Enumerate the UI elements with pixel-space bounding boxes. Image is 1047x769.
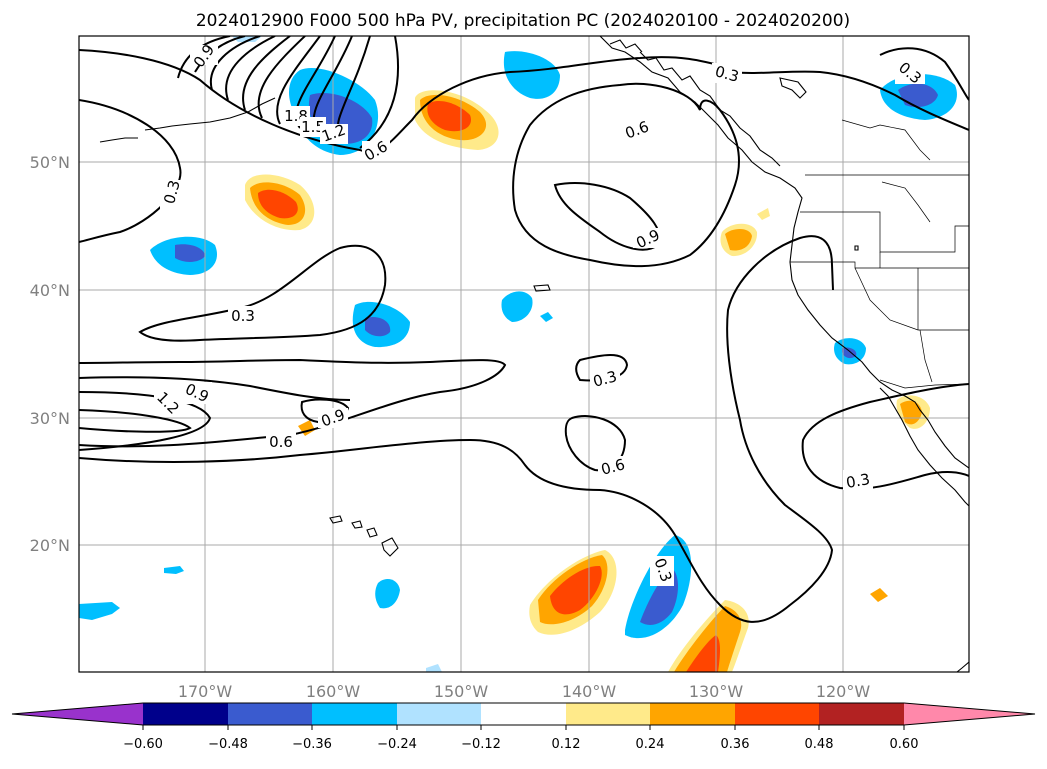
colorbar-tick-label: 0.12 [552,737,581,752]
contour-label-0.3-far-ne: 0.3 [895,58,925,88]
contour-label-0.3-w: 0.3 [160,178,184,210]
figure-title: 2024012900 F000 500 hPa PV, precipitatio… [196,11,850,31]
colorbar-tick-label: 0.48 [805,737,834,752]
colorbar-extend-low [12,703,143,725]
lon-label: 150°W [434,682,489,701]
svg-text:0.3: 0.3 [591,367,619,391]
colorbar-segment [143,703,228,725]
colorbar-ticks [142,725,905,730]
colorbar-tick-label: −0.48 [208,737,248,752]
colorbar: −0.60 −0.48 −0.36 −0.24 −0.12 0.12 0.24 … [11,702,1036,752]
colorbar-segment [650,703,735,725]
colorbar-tick-label: −0.36 [292,737,332,752]
contour-label-0.6-mid: 0.6 [598,455,628,479]
political-borders [790,119,969,389]
colorbar-tick-label: −0.12 [461,737,501,752]
lon-label: 170°W [178,682,233,701]
latitude-labels: 50°N 40°N 30°N 20°N [30,153,70,555]
longitude-labels: 170°W 160°W 150°W 140°W 130°W 120°W [178,682,871,701]
contour-label-0.6-sw: 0.6 [266,432,296,452]
contour-label-1.2-n: 1.2 [319,121,348,146]
lat-label: 20°N [30,536,70,555]
contour-label-0.9-w: 0.9 [182,380,212,406]
svg-text:1.5: 1.5 [301,118,325,136]
colorbar-segment [819,703,904,725]
contour-label-0.9-ne: 0.9 [633,226,663,252]
map-frame [78,35,970,673]
colorbar-segment [566,703,650,725]
lon-label: 130°W [689,682,744,701]
contour-label-0.3-e: 0.3 [843,470,873,492]
svg-text:0.3: 0.3 [160,178,184,206]
colorbar-tick-label: −0.60 [123,737,163,752]
contour-label-0.9-sw: 0.9 [318,405,348,431]
contour-label-1.5: 1.5 [300,117,326,137]
contour-label-0.6-ne: 0.6 [622,117,652,143]
map-panel: 0.9 1.8 1.5 1.2 0.6 0.3 0.3 0.6 0.9 0.3 … [78,35,970,673]
svg-text:0.3: 0.3 [231,307,255,325]
lon-label: 140°W [562,682,617,701]
colorbar-segment [735,703,819,725]
contour-label-0.3-s: 0.3 [650,556,676,586]
precip-anomaly-fill [79,36,957,672]
colorbar-tick-label: 0.36 [721,737,750,752]
svg-text:0.6: 0.6 [599,455,627,479]
colorbar-segment [312,703,397,725]
lat-label: 40°N [30,281,70,300]
colorbar-tick-label: 0.60 [890,737,919,752]
svg-text:0.3: 0.3 [713,62,741,86]
svg-text:0.6: 0.6 [269,433,293,451]
colorbar-segment [397,703,481,725]
contour-label-0.3-central: 0.3 [228,306,258,326]
colorbar-segment [481,703,566,725]
contour-label-0.6-n: 0.6 [361,137,391,165]
colorbar-segment [228,703,312,725]
contour-label-1.2-w: 1.2 [153,388,184,418]
lat-label: 30°N [30,409,70,428]
lat-label: 50°N [30,153,70,172]
colorbar-tick-label: −0.24 [377,737,417,752]
lon-label: 160°W [306,682,361,701]
lon-label: 120°W [816,682,871,701]
map-background [79,36,969,672]
colorbar-extend-high [904,703,1035,725]
colorbar-tick-label: 0.24 [636,737,665,752]
contour-label-0.3-ne: 0.3 [712,62,742,86]
contour-labels: 0.9 1.8 1.5 1.2 0.6 0.3 0.3 0.6 0.9 0.3 … [153,41,925,586]
svg-text:0.3: 0.3 [845,470,872,492]
contour-label-0.3-mid: 0.3 [590,367,620,391]
